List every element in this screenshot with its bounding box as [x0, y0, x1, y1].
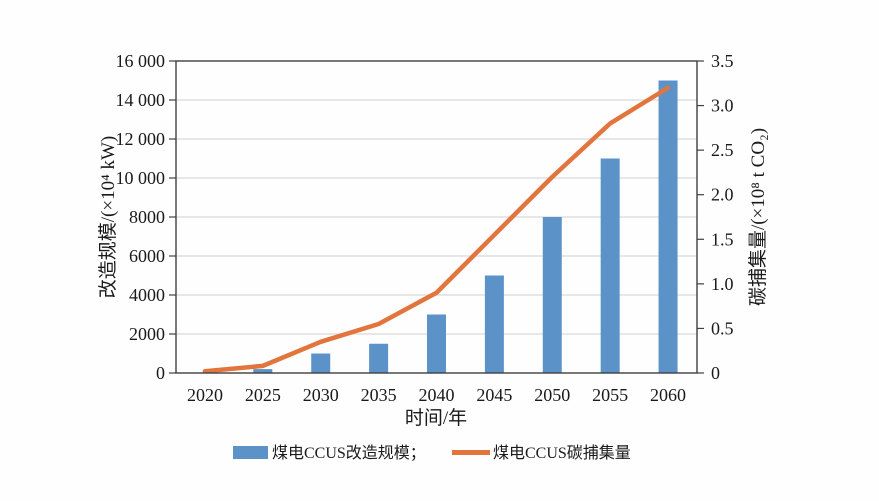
left-axis-tick-label: 14 000	[116, 90, 166, 110]
left-axis-tick-label: 16 000	[116, 51, 166, 71]
right-axis-tick-label: 3.0	[711, 96, 734, 116]
right-axis-tick-label: 1.5	[711, 229, 734, 249]
x-axis-tick-label: 2035	[361, 385, 397, 405]
left-axis-tick-label: 2000	[129, 324, 165, 344]
left-axis-tick-label: 0	[156, 363, 165, 383]
legend-bar-swatch	[233, 446, 268, 459]
line-series-group	[202, 85, 671, 374]
x-axis-tick-label: 2060	[650, 385, 686, 405]
left-axis-tick-label: 10 000	[116, 168, 166, 188]
bar	[427, 314, 446, 373]
legend-bar-label: 煤电CCUS改造规模；	[272, 444, 426, 462]
bar-series-group	[253, 80, 678, 373]
bar	[253, 369, 273, 373]
right-axis-tick-label: 0.5	[711, 318, 734, 338]
x-axis-tick-label: 2055	[592, 385, 628, 405]
bar	[484, 275, 504, 373]
left-axis-tick-label: 8000	[129, 207, 165, 227]
right-axis-tick-label: 2.5	[711, 140, 734, 160]
gridlines-group	[176, 99, 697, 335]
right-axis-title: 碳捕集量/(×10⁸ t CO₂)	[747, 128, 769, 306]
tick-labels-group: 0 2000 4000 6000 8000 10 000 12 000 14 000 16 00…	[116, 51, 734, 405]
left-axis-tick-label: 12 000	[116, 129, 166, 149]
carbon-capture-trend-line	[202, 85, 671, 374]
right-axis-tick-label: 3.5	[711, 51, 734, 71]
bar	[369, 343, 389, 373]
bar	[542, 217, 562, 373]
x-axis-tick-label: 2030	[303, 385, 339, 405]
x-axis-tick-label: 2045	[476, 385, 512, 405]
bar	[600, 158, 620, 373]
x-axis-tick-label: 2040	[419, 385, 455, 405]
right-axis-tick-label: 0	[711, 363, 720, 383]
left-axis-title: 改造规模/(×10⁴ kW)	[97, 136, 119, 298]
left-axis-tick-label: 6000	[129, 246, 165, 266]
x-axis-tick-label: 2020	[187, 385, 223, 405]
left-axis-tick-label: 4000	[129, 285, 165, 305]
bar	[658, 80, 678, 373]
x-axis-tick-label: 2050	[534, 385, 570, 405]
x-axis-title: 时间/年	[405, 407, 467, 429]
right-axis-tick-label: 1.0	[711, 274, 734, 294]
legend: 煤电CCUS改造规模； 煤电CCUS碳捕集量	[233, 444, 631, 462]
right-axis-tick-label: 2.0	[711, 185, 734, 205]
x-axis-tick-label: 2025	[245, 385, 281, 405]
bar	[311, 353, 331, 373]
legend-line-label: 煤电CCUS碳捕集量	[493, 444, 631, 462]
plot-frame-group	[169, 60, 704, 374]
